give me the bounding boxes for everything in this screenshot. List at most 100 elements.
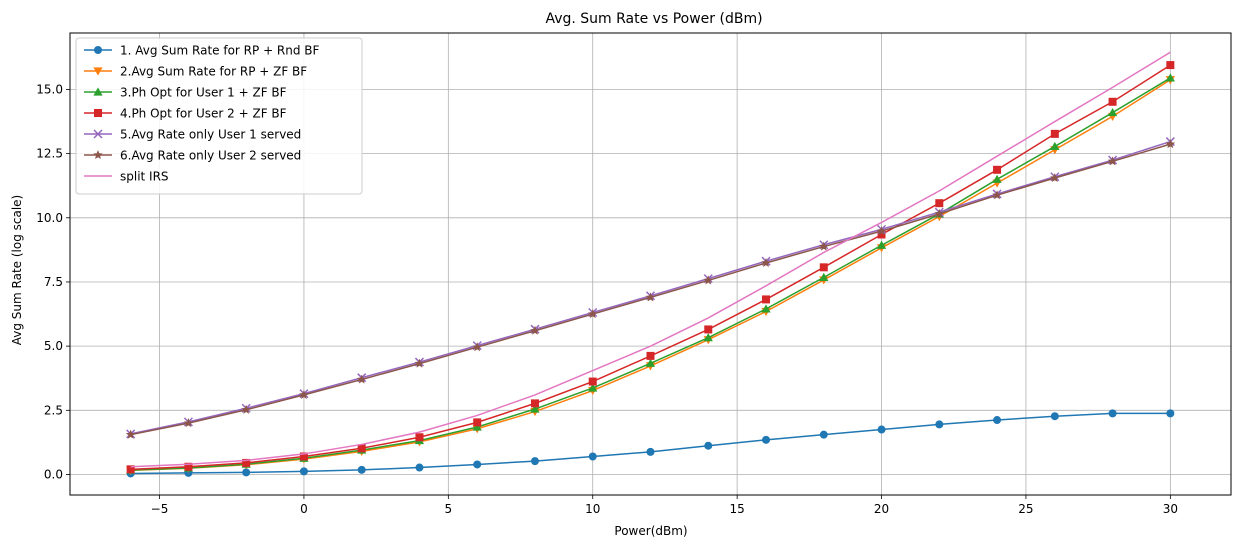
y-tick-label: 15.0 xyxy=(36,82,63,96)
data-point xyxy=(125,429,136,439)
data-point xyxy=(646,447,655,456)
y-tick-label: 12.5 xyxy=(36,147,63,161)
data-point xyxy=(1166,61,1175,70)
legend-label: 4.Ph Opt for User 2 + ZF BF xyxy=(120,107,287,121)
legend-item: 5.Avg Rate only User 1 served xyxy=(84,128,301,142)
data-point xyxy=(704,325,713,334)
data-point xyxy=(1050,141,1060,151)
y-tick-label: 0.0 xyxy=(44,467,63,481)
data-point xyxy=(299,467,308,476)
data-point xyxy=(414,358,425,368)
data-point xyxy=(1050,412,1059,421)
data-point xyxy=(588,383,598,392)
data-point xyxy=(1108,409,1117,418)
data-point xyxy=(645,358,656,367)
data-point xyxy=(183,418,194,428)
data-point xyxy=(1165,73,1175,82)
legend-label: 3.Ph Opt for User 1 + ZF BF xyxy=(120,86,287,100)
data-point xyxy=(819,263,828,272)
data-point xyxy=(530,404,540,413)
data-point xyxy=(241,404,251,414)
data-point xyxy=(762,295,771,304)
data-point xyxy=(588,452,597,461)
x-tick-label: 20 xyxy=(874,502,889,516)
y-tick-label: 7.5 xyxy=(44,275,63,289)
data-point xyxy=(530,325,540,335)
series-1 xyxy=(126,409,1175,478)
legend-label: 2.Avg Sum Rate for RP + ZF BF xyxy=(120,65,307,79)
data-point xyxy=(877,230,886,239)
data-point xyxy=(935,199,944,208)
legend-item: 6.Avg Rate only User 2 served xyxy=(84,149,301,163)
x-tick-label: 15 xyxy=(730,502,745,516)
data-point xyxy=(645,292,656,302)
x-tick-label: 25 xyxy=(1018,502,1033,516)
legend-label: 5.Avg Rate only User 1 served xyxy=(120,128,301,142)
legend-label: split IRS xyxy=(120,170,169,184)
chart-title: Avg. Sum Rate vs Power (dBm) xyxy=(545,11,762,27)
data-point xyxy=(587,309,598,319)
data-point xyxy=(415,433,424,442)
x-tick-label: 30 xyxy=(1163,502,1178,516)
data-point xyxy=(761,304,771,313)
legend: 1. Avg Sum Rate for RP + Rnd BF 2.Avg Sum… xyxy=(75,37,363,195)
legend-item: 4.Ph Opt for User 2 + ZF BF xyxy=(84,107,287,121)
data-point xyxy=(704,441,713,450)
data-point xyxy=(703,333,713,342)
data-point xyxy=(992,190,1002,200)
legend-item: split IRS xyxy=(84,170,169,184)
data-point xyxy=(1050,129,1059,138)
legend-swatch-marker xyxy=(93,67,103,76)
x-tick-label: −5 xyxy=(151,502,169,516)
data-point xyxy=(1108,97,1117,106)
data-point xyxy=(530,399,539,408)
legend-swatch-marker xyxy=(93,87,103,96)
data-point xyxy=(530,457,539,466)
series-line xyxy=(130,51,1171,468)
data-point xyxy=(357,444,366,453)
x-tick-label: 0 xyxy=(300,502,308,516)
data-point xyxy=(819,272,829,281)
data-point xyxy=(184,462,193,471)
data-point xyxy=(299,452,308,461)
data-point xyxy=(761,257,771,268)
data-point xyxy=(877,425,886,434)
data-point xyxy=(242,468,251,477)
plot-frame xyxy=(69,32,1232,496)
data-point xyxy=(472,342,482,352)
data-point xyxy=(472,422,482,431)
data-point xyxy=(1166,409,1175,418)
data-point xyxy=(415,463,424,472)
data-point xyxy=(876,240,887,249)
legend-item: 1. Avg Sum Rate for RP + Rnd BF xyxy=(84,44,320,58)
legend-box xyxy=(75,37,363,195)
data-point xyxy=(588,377,597,386)
legend-label: 1. Avg Sum Rate for RP + Rnd BF xyxy=(120,44,320,58)
series-4 xyxy=(126,61,1175,474)
legend-swatch-marker xyxy=(94,109,102,117)
x-axis-label: Power(dBm) xyxy=(614,524,687,538)
data-point xyxy=(126,465,135,474)
legend-swatch-marker xyxy=(94,46,102,54)
legend-swatch-marker xyxy=(93,150,103,160)
data-point xyxy=(473,418,482,427)
data-point xyxy=(1107,156,1118,166)
data-point xyxy=(299,389,309,399)
legend-item: 3.Ph Opt for User 1 + ZF BF xyxy=(84,86,287,100)
data-point xyxy=(762,435,771,444)
data-point xyxy=(646,351,655,360)
legend-item: 2.Avg Sum Rate for RP + ZF BF xyxy=(84,65,307,79)
data-point xyxy=(473,460,482,469)
data-point xyxy=(935,420,944,429)
data-point xyxy=(1050,173,1060,183)
data-point xyxy=(993,165,1002,174)
data-point xyxy=(876,226,887,236)
legend-label: 6.Avg Rate only User 2 served xyxy=(120,149,301,163)
data-point xyxy=(703,275,714,285)
data-point xyxy=(357,465,366,474)
data-point xyxy=(819,430,828,439)
data-point xyxy=(934,208,945,218)
data-point xyxy=(993,416,1002,425)
data-point xyxy=(992,174,1002,183)
